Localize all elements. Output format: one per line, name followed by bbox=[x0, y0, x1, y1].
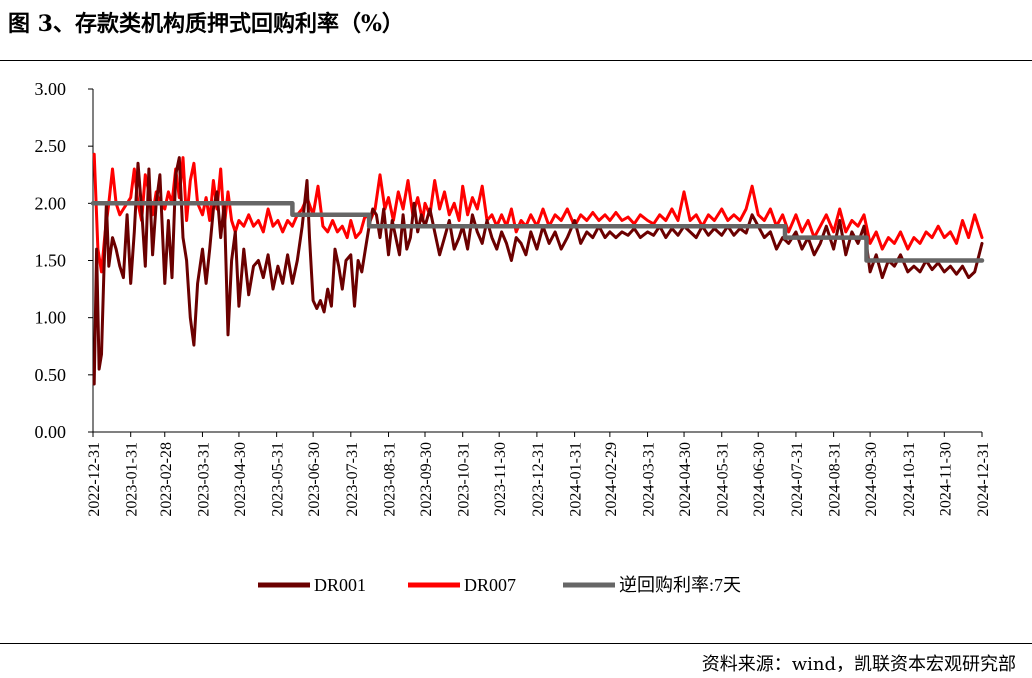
x-tick-label: 2023-10-31 bbox=[456, 442, 473, 517]
source-rule bbox=[0, 643, 1032, 644]
x-tick-label: 2024-05-31 bbox=[715, 442, 732, 517]
x-tick-label: 2024-04-30 bbox=[677, 442, 694, 517]
series-line-reverse-repo-7d bbox=[90, 201, 985, 263]
y-tick-label: 2.50 bbox=[35, 136, 67, 156]
x-tick-label: 2023-06-30 bbox=[306, 442, 323, 517]
y-tick-label: 0.50 bbox=[35, 365, 67, 385]
x-tick-label: 2023-03-31 bbox=[195, 442, 212, 517]
legend-dr001-label: DR001 bbox=[314, 575, 366, 595]
x-tick-label: 2024-01-31 bbox=[568, 442, 585, 517]
x-tick-label: 2023-04-30 bbox=[232, 442, 249, 517]
legend-reverse-repo-7d-label: 逆回购利率:7天 bbox=[619, 575, 741, 595]
x-tick-label: 2024-08-31 bbox=[827, 442, 844, 517]
source-note: 资料来源：wind，凯联资本宏观研究部 bbox=[701, 654, 1016, 675]
y-tick-label: 2.00 bbox=[35, 193, 67, 213]
title-rule bbox=[0, 60, 1032, 61]
y-tick-label: 1.00 bbox=[35, 308, 67, 328]
x-tick-label: 2023-05-31 bbox=[270, 442, 287, 517]
x-tick-label: 2023-12-31 bbox=[530, 442, 547, 517]
x-tick-label: 2023-09-30 bbox=[418, 442, 435, 517]
x-tick-label: 2023-11-30 bbox=[492, 442, 509, 516]
chart-title: 图 3、存款类机构质押式回购利率（%） bbox=[8, 11, 404, 37]
axes: 0.00 0.50 1.00 1.50 2.00 2.50 3.00 2022-12-31 20… bbox=[35, 79, 993, 517]
x-tick-label: 2024-11-30 bbox=[937, 442, 954, 516]
x-tick-label: 2024-03-31 bbox=[641, 442, 658, 517]
x-tick-label: 2023-07-31 bbox=[344, 442, 361, 517]
y-tick-label: 0.00 bbox=[35, 422, 67, 442]
y-tick-label: 1.50 bbox=[35, 251, 67, 271]
x-tick-label: 2022-12-31 bbox=[86, 442, 103, 517]
legend: DR001 DR007 逆回购利率:7天 bbox=[258, 575, 741, 595]
x-tick-label: 2023-02-28 bbox=[158, 442, 175, 517]
x-tick-label: 2024-10-31 bbox=[901, 442, 918, 517]
series-line-dr007 bbox=[92, 152, 984, 274]
x-tick-label: 2024-12-31 bbox=[975, 442, 992, 517]
x-tick-label: 2024-06-30 bbox=[751, 442, 768, 517]
x-tick-label: 2024-02-29 bbox=[603, 442, 620, 517]
x-tick-label: 2024-09-30 bbox=[863, 442, 880, 517]
x-tick-label: 2023-08-31 bbox=[382, 442, 399, 517]
y-tick-label: 3.00 bbox=[35, 79, 67, 99]
series-layer bbox=[90, 152, 985, 386]
line-chart: 0.00 0.50 1.00 1.50 2.00 2.50 3.00 2022-12-31 20… bbox=[35, 79, 993, 595]
x-tick-label: 2024-07-31 bbox=[789, 442, 806, 517]
legend-dr007-label: DR007 bbox=[464, 575, 516, 595]
x-tick-label: 2023-01-31 bbox=[124, 442, 141, 517]
